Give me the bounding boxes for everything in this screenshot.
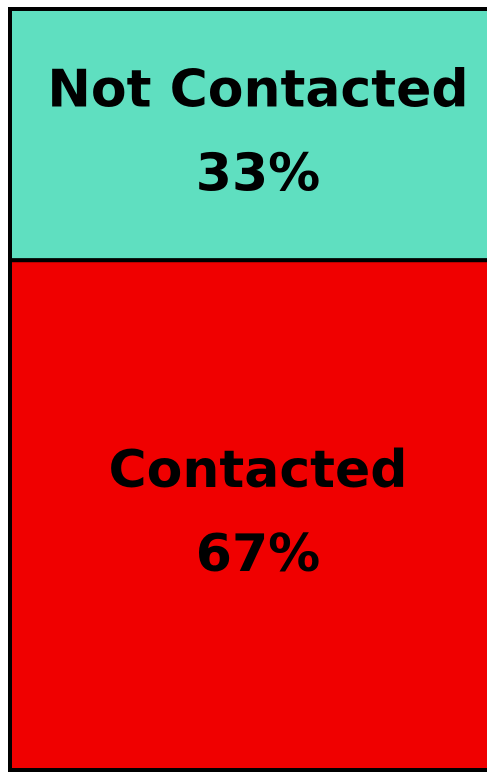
segment-value-label: 33% bbox=[196, 144, 320, 204]
segment-name: Not Contacted bbox=[47, 60, 468, 120]
bar-segment bbox=[8, 258, 487, 772]
segment-value-label: 67% bbox=[196, 524, 320, 584]
segment-name: Contacted bbox=[108, 440, 407, 500]
bar-segment bbox=[8, 7, 487, 263]
